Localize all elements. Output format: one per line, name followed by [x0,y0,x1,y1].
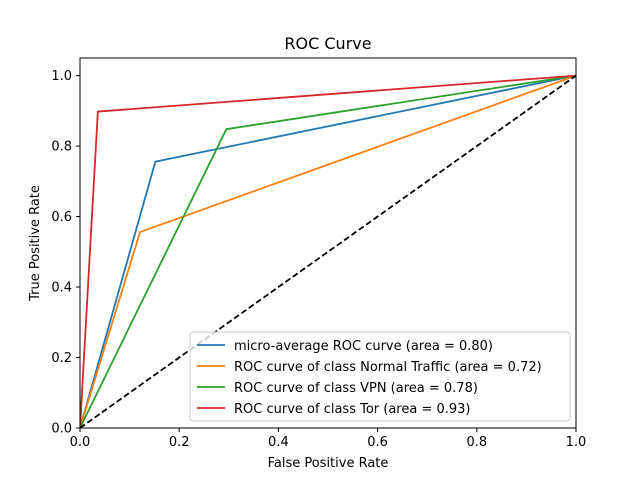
series-line-0 [80,74,576,428]
series-line-2 [80,74,576,428]
y-tick-label: 0.8 [51,140,72,155]
legend-label: ROC curve of class Tor (area = 0.93) [234,402,471,417]
series-line-1 [80,74,576,428]
y-tick-label: 0.6 [51,210,72,225]
y-tick-label: 0.0 [51,422,72,437]
x-tick-label: 0.0 [70,435,91,450]
chart-title: ROC Curve [284,34,371,53]
legend-label: ROC curve of class VPN (area = 0.78) [234,381,478,396]
x-tick-label: 0.4 [268,435,289,450]
series-line-3 [80,74,576,428]
x-tick-label: 0.8 [466,435,487,450]
legend-label: ROC curve of class Normal Traffic (area … [234,360,542,375]
y-tick-label: 1.0 [51,69,72,84]
x-axis-label: False Positive Rate [268,456,389,471]
y-tick-label: 0.2 [51,351,72,366]
legend: micro-average ROC curve (area = 0.80) ROC… [189,331,571,422]
y-tick-label: 0.4 [51,281,72,296]
legend-label: micro-average ROC curve (area = 0.80) [234,339,493,354]
legend-box [189,331,571,422]
x-tick-label: 0.2 [169,435,190,450]
y-axis-label: True Positive Rate [28,185,43,302]
x-tick-label: 1.0 [566,435,587,450]
x-tick-label: 0.6 [367,435,388,450]
reference-diagonal-line [80,74,576,428]
axes-frame [79,57,577,429]
